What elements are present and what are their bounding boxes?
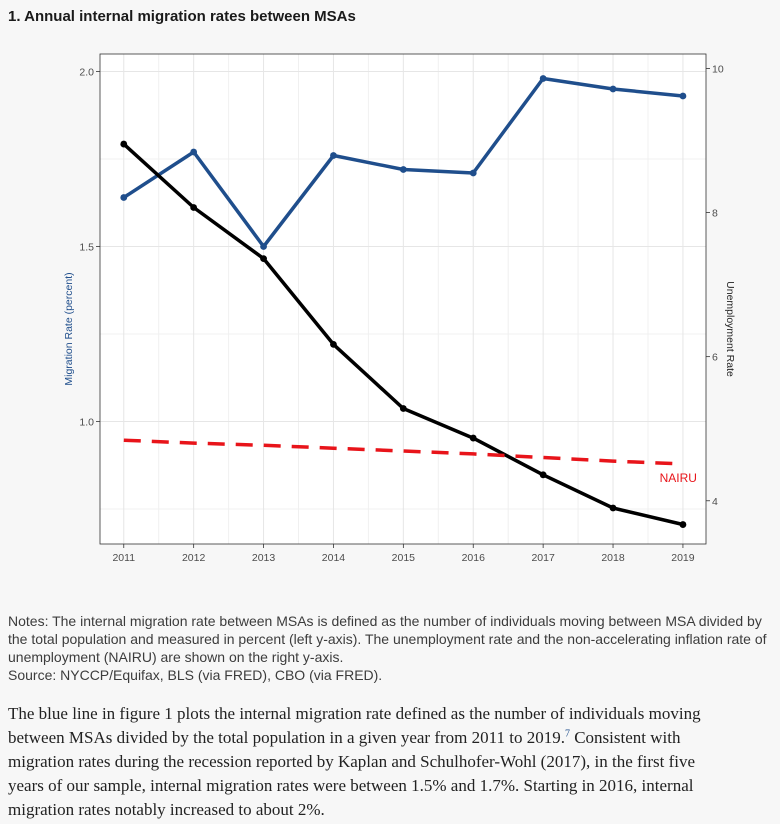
body-line-start: between MSAs divided by the total popula… xyxy=(8,728,565,747)
y-left-tick-label: 1.5 xyxy=(79,242,94,254)
body-line: between MSAs divided by the total popula… xyxy=(8,726,772,750)
x-tick-label: 2019 xyxy=(671,552,695,564)
y-right-tick-label: 4 xyxy=(712,496,718,508)
unemployment-rate-point xyxy=(399,405,407,412)
figure-title: 1. Annual internal migration rates betwe… xyxy=(8,8,356,25)
nairu-label: NAIRU xyxy=(660,471,697,485)
migration-rate-point xyxy=(190,148,198,156)
x-tick-label: 2012 xyxy=(182,552,206,564)
unemployment-rate-point xyxy=(330,340,337,348)
y-left-tick-label: 2.0 xyxy=(79,67,94,79)
unemployment-rate-point xyxy=(469,434,477,442)
notes-line: Notes: The internal migration rate betwe… xyxy=(8,613,762,629)
body-line-end: Consistent with xyxy=(569,728,681,747)
unemployment-rate-point xyxy=(190,204,198,211)
notes-line: unemployment (NAIRU) are shown on the ri… xyxy=(8,649,344,665)
migration-rate-point xyxy=(120,194,128,201)
migration-rate-point xyxy=(399,166,407,173)
body-line: The blue line in figure 1 plots the inte… xyxy=(8,704,701,723)
unemployment-rate-point xyxy=(609,504,617,512)
body-line: years of our sample, internal migration … xyxy=(8,776,694,795)
x-tick-label: 2015 xyxy=(392,552,416,564)
unemployment-rate-point xyxy=(679,521,687,528)
migration-rate-point xyxy=(330,152,337,159)
y-right-tick-label: 8 xyxy=(712,208,718,220)
migration-rate-point xyxy=(539,75,547,82)
migration-chart: 2011 2012 2013 2014 2015 2016 2017 2018 2019 1.0 1… xyxy=(63,53,736,564)
body-paragraph: The blue line in figure 1 plots the inte… xyxy=(8,702,772,822)
notes-source: Source: NYCCP/Equifax, BLS (via FRED), C… xyxy=(8,667,383,683)
x-tick-label: 2013 xyxy=(252,552,276,564)
body-line: migration rates notably increased to abo… xyxy=(8,800,325,819)
y-right-tick-label: 6 xyxy=(712,352,718,364)
y-left-tick-label: 1.0 xyxy=(79,417,94,429)
footnote-marker[interactable]: 7 xyxy=(564,728,570,740)
y-left-axis-title: Migration Rate (percent) xyxy=(63,272,75,385)
y-right-axis-title: Unemployment Rate xyxy=(724,281,736,377)
y-right-tick-label: 10 xyxy=(712,63,724,75)
x-tick-label: 2016 xyxy=(462,552,486,564)
notes-line: the total population and measured in per… xyxy=(8,631,767,647)
x-tick-label: 2011 xyxy=(112,552,135,564)
body-line: migration rates during the recession rep… xyxy=(8,752,696,771)
unemployment-rate-point xyxy=(260,255,267,263)
migration-rate-point xyxy=(609,85,617,93)
x-tick-label: 2018 xyxy=(601,552,625,564)
figure-notes: Notes: The internal migration rate betwe… xyxy=(8,612,780,684)
migration-rate-point xyxy=(679,92,687,100)
nairu-line xyxy=(123,438,683,466)
unemployment-rate-point xyxy=(539,471,547,479)
migration-rate-point xyxy=(260,243,267,250)
unemployment-rate-point xyxy=(120,140,128,148)
x-tick-label: 2017 xyxy=(531,552,555,564)
x-tick-label: 2014 xyxy=(322,552,346,564)
migration-rate-point xyxy=(469,169,477,177)
